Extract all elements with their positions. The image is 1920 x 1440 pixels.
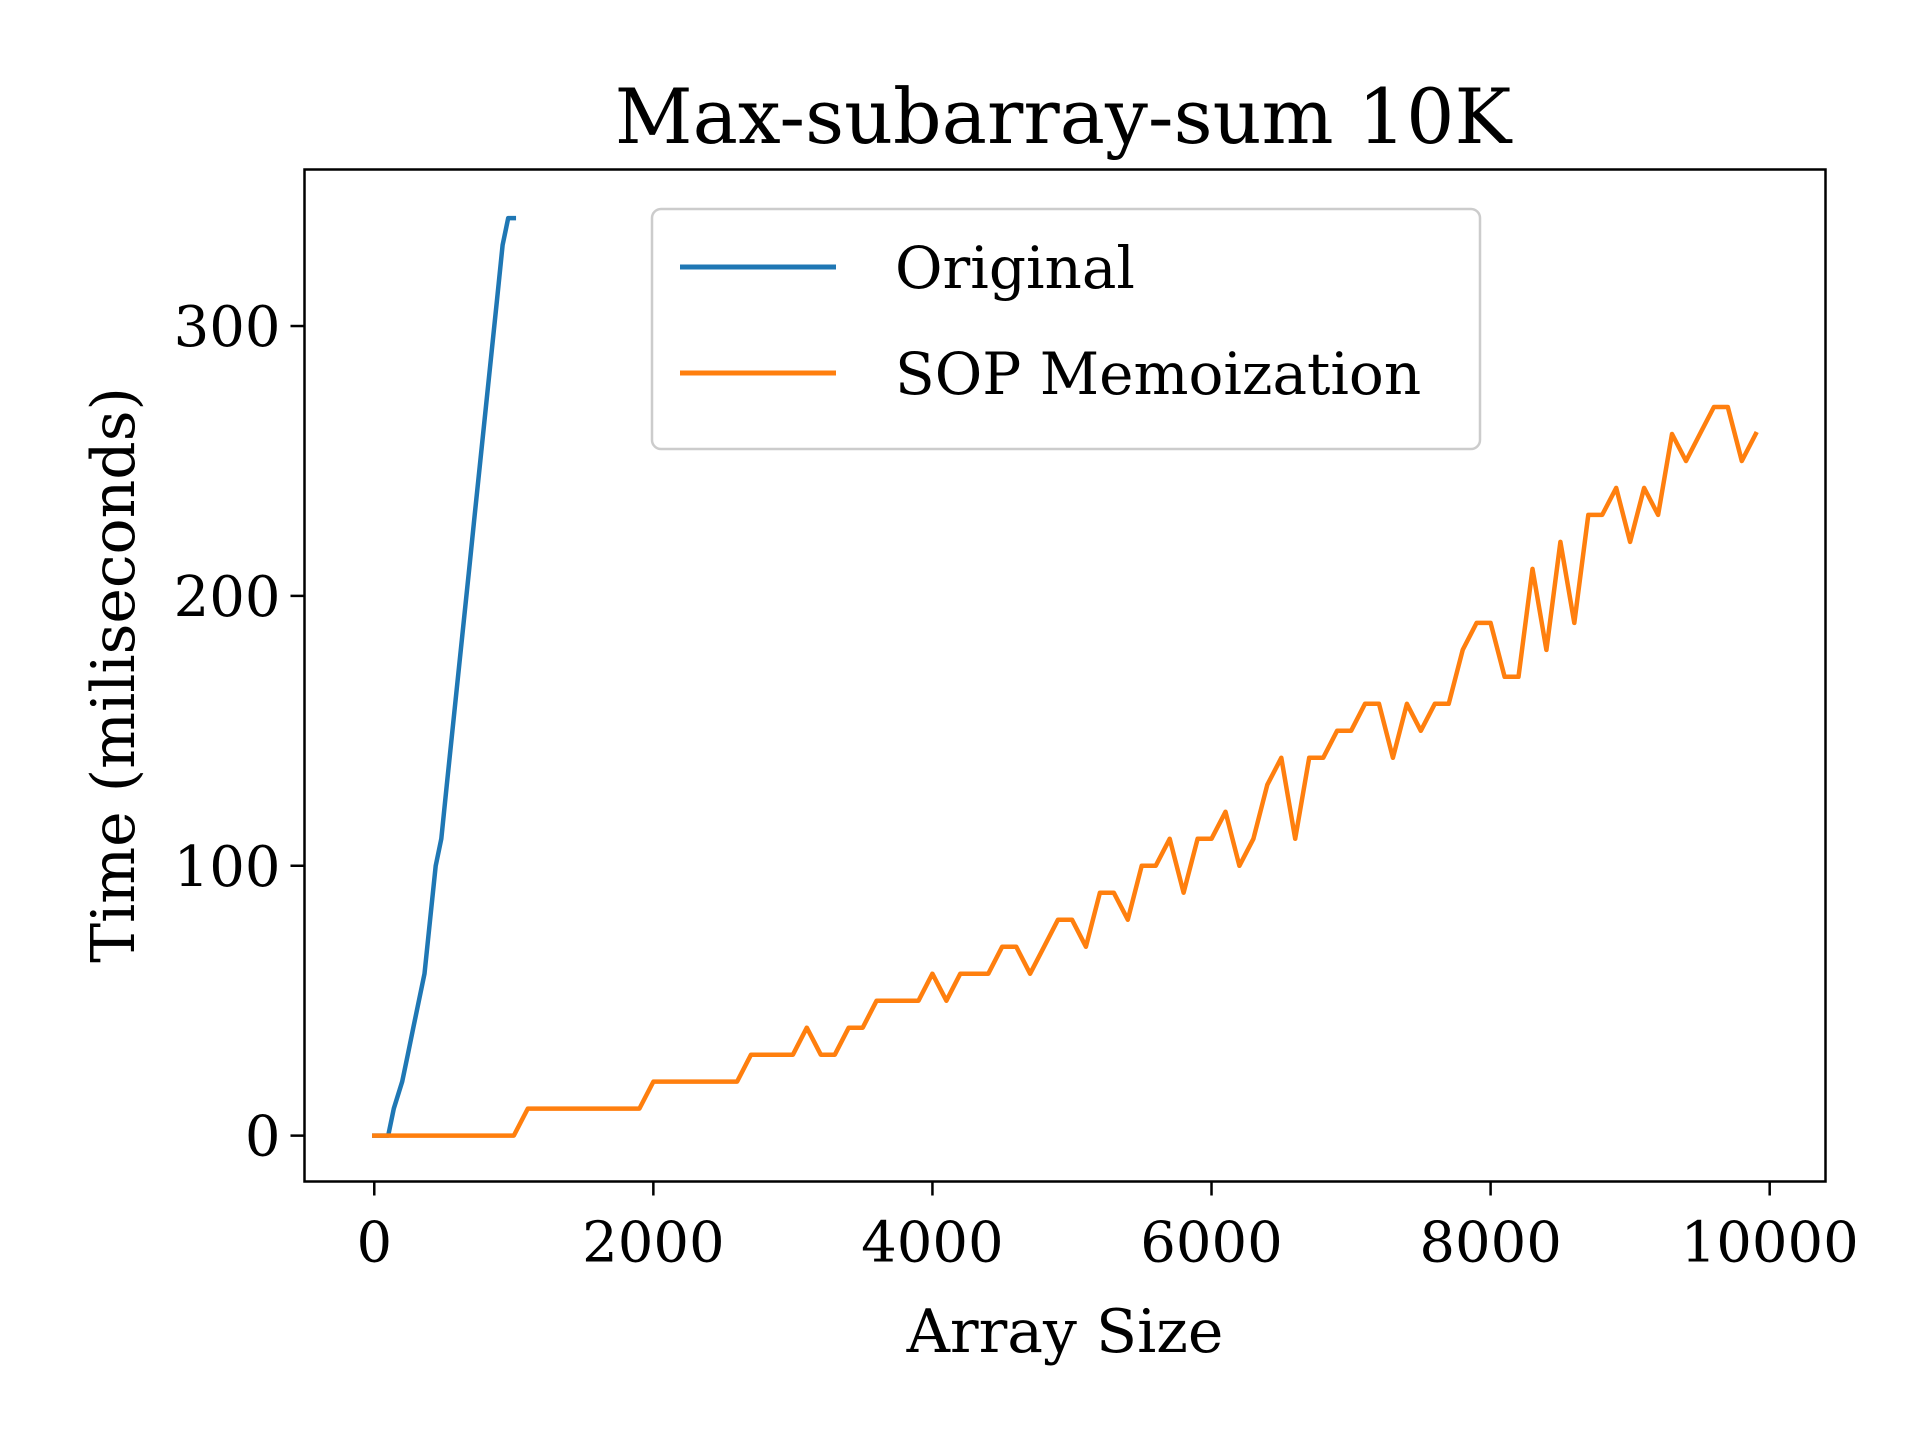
y-tick-label: 200 — [174, 565, 281, 630]
x-tick-label: 4000 — [861, 1211, 1004, 1276]
x-tick-label: 10000 — [1681, 1211, 1859, 1276]
legend-label-sop-memoization: SOP Memoization — [895, 340, 1421, 408]
x-tick-label: 8000 — [1419, 1211, 1562, 1276]
series-line-sop-memoization — [372, 404, 1759, 1138]
x-axis-ticks: 0 2000 4000 6000 8000 10000 — [356, 1181, 1859, 1276]
y-axis-ticks: 0 100 200 300 — [174, 295, 305, 1170]
chart-title: Max-subarray-sum 10K — [615, 72, 1513, 161]
legend: Original SOP Memoization — [650, 207, 1482, 451]
series-layer — [372, 215, 1759, 1138]
x-axis-label: Array Size — [906, 1297, 1224, 1367]
legend-label-original: Original — [895, 234, 1135, 302]
x-tick-label: 2000 — [582, 1211, 725, 1276]
legend-box — [650, 207, 1482, 451]
series-line-original — [372, 215, 517, 1138]
y-tick-label: 300 — [174, 295, 281, 360]
y-tick-label: 0 — [245, 1105, 281, 1170]
y-axis-label: Time (miliseconds) — [79, 387, 149, 963]
x-tick-label: 0 — [356, 1211, 392, 1276]
plot-area-frame — [303, 168, 1827, 1183]
y-tick-label: 100 — [174, 835, 281, 900]
x-tick-label: 6000 — [1140, 1211, 1283, 1276]
